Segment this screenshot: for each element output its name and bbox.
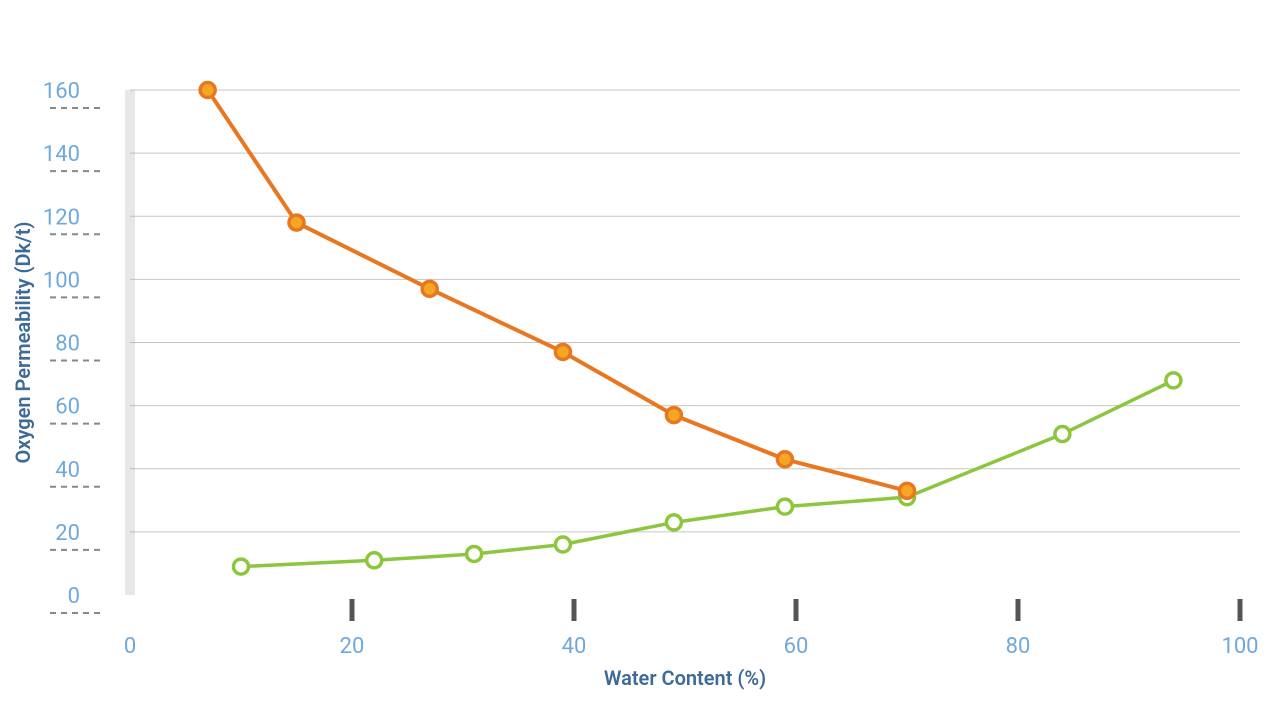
series-marker-green — [367, 553, 382, 568]
y-axis-label: Oxygen Permeability (Dk/t) — [11, 222, 35, 464]
chart-container: 0 20 40 60 80 100 120 140 160 0 20 40 60 80 100 Oxygen … — [0, 0, 1280, 720]
series-marker-green — [666, 515, 681, 530]
y-tick-label: 0 — [68, 584, 80, 609]
series-marker-orange — [289, 215, 304, 230]
y-tick-label: 40 — [55, 458, 80, 483]
series-marker-green — [1166, 373, 1181, 388]
series-line-orange — [208, 90, 907, 491]
x-tick-label: 0 — [124, 634, 136, 659]
y-tick-label: 80 — [55, 332, 80, 357]
series-marker-orange — [555, 344, 570, 359]
series-line-green — [241, 380, 1173, 566]
series-marker-orange — [422, 281, 437, 296]
series-marker-green — [777, 499, 792, 514]
series-marker-orange — [777, 452, 792, 467]
x-tick-label: 100 — [1221, 634, 1258, 659]
x-tick-label: 20 — [340, 634, 365, 659]
x-tick-label: 60 — [784, 634, 809, 659]
series-marker-orange — [666, 408, 681, 423]
y-tick-label: 120 — [43, 205, 80, 230]
series-marker-green — [1055, 427, 1070, 442]
series-marker-green — [467, 546, 482, 561]
series-marker-green — [234, 559, 249, 574]
y-tick-label: 60 — [55, 395, 80, 420]
series-marker-green — [555, 537, 570, 552]
series-marker-orange — [200, 83, 215, 98]
y-tick-label: 20 — [55, 521, 80, 546]
x-axis-label: Water Content (%) — [604, 666, 766, 690]
series-marker-orange — [900, 483, 915, 498]
x-tick-label: 80 — [1006, 634, 1031, 659]
y-tick-label: 140 — [43, 142, 80, 167]
line-chart: 0 20 40 60 80 100 120 140 160 0 20 40 60 80 100 Oxygen … — [0, 0, 1280, 720]
y-tick-label: 100 — [43, 268, 80, 293]
y-tick-label: 160 — [43, 79, 80, 104]
x-tick-label: 40 — [562, 634, 587, 659]
